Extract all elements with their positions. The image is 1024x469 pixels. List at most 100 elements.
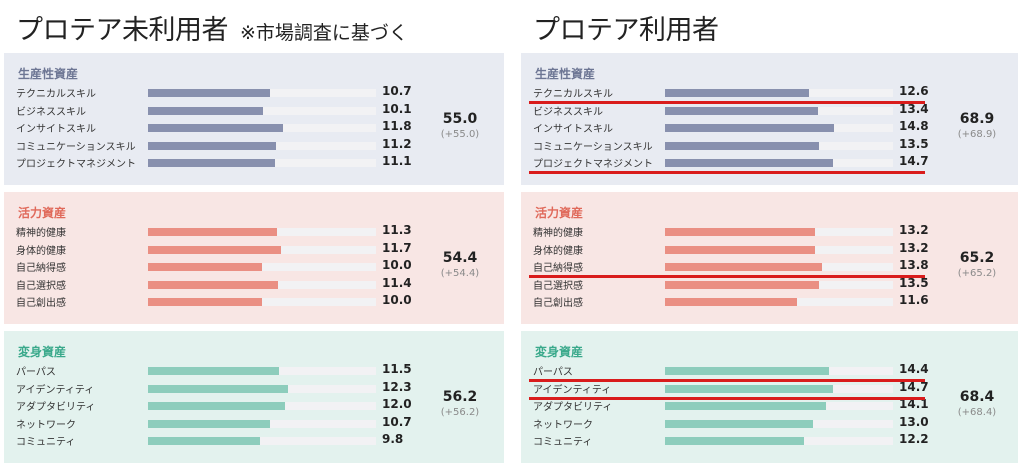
bar-track [148,141,376,150]
bar [148,124,283,132]
bar-row: コミュニティ 9.8 [4,432,504,449]
bar-row: 自己創出感 11.6 [521,293,1018,310]
bar-value-label: 13.2 [899,223,929,237]
bar-track [665,280,893,289]
bar-track [665,89,893,97]
bar-label: 自己選択感 [533,280,583,292]
bar-track [148,106,376,115]
highlight-underline [529,275,925,278]
bar-row: 精神的健康 11.3 [4,223,504,240]
total-value: 55.0 [442,111,478,127]
bar [665,280,819,289]
bar-value-label: 10.7 [382,84,412,98]
bar-value-label: 13.4 [899,101,929,116]
productivity-panel: 生産性資産 テクニカルスキル 10.7 ビジネススキル 10.1 インサイトスキル 11.8… [4,53,504,185]
bar-value-label: 11.1 [382,154,412,168]
bar-label: 身体的健康 [533,245,583,257]
bar-label: インサイトスキル [533,124,613,135]
bar-row: プロジェクトマネジメント 14.7 [521,154,1018,171]
bar-row: ビジネススキル 10.1 [4,102,504,119]
bar-row: 精神的健康 13.2 [521,223,1018,240]
bar-value-label: 11.7 [382,240,412,255]
bar [665,263,823,271]
bar-value-label: 11.2 [382,136,412,151]
bar-track [665,141,893,150]
bar-label: 精神的健康 [16,228,66,239]
bar-label: コミュニケーションスキル [533,141,653,153]
panel-total: 56.2 (+56.2) [424,389,496,418]
bar-value-label: 14.7 [899,379,929,394]
panel-title: 変身資産 [18,345,67,359]
bar-label: インサイトスキル [16,124,96,135]
panel-title: 生産性資産 [535,67,596,81]
bar-row: パーパス 14.4 [521,362,1018,379]
bar-track [665,437,893,445]
bar-track [665,419,893,428]
bar-row: 身体的健康 11.7 [4,241,504,258]
bar [148,228,277,236]
bar-row: アイデンティティ 12.3 [4,380,504,397]
bar-row: アダプタビリティ 12.0 [4,397,504,414]
bar-track [148,402,376,410]
bar-track [665,402,893,410]
bar-track [148,263,376,271]
total-diff: (+55.0) [440,129,480,140]
bar-track [148,124,376,132]
bar-label: アダプタビリティ [16,402,96,413]
bar-row: 自己納得感 13.8 [521,258,1018,275]
bar-row: ネットワーク 10.7 [4,415,504,432]
bar-track [148,245,376,254]
non-user-title: プロテア未利用者 [16,15,229,46]
bar-track [665,228,893,236]
bar [148,141,276,150]
total-value: 54.4 [442,250,478,266]
bar-row: パーパス 11.5 [4,362,504,379]
bar [665,419,814,428]
bar-track [665,298,893,306]
bar [148,419,270,428]
bar-value-label: 12.2 [899,432,929,446]
bar-track [148,419,376,428]
bar [148,89,270,97]
bar-track [148,228,376,236]
bar [665,124,834,132]
bar-track [148,384,376,393]
bar [665,402,826,410]
market-research-note: ※市場調査に基づく [240,22,408,44]
user-header: プロテア利用者 [533,8,719,48]
non-user-header: プロテア未利用者 ※市場調査に基づく [16,8,408,48]
bar-track [148,437,376,445]
bar-value-label: 12.6 [899,84,929,98]
bar-label: パーパス [16,367,56,378]
bar-row: ネットワーク 13.0 [521,415,1018,432]
bar [148,402,285,410]
bar [148,298,262,306]
bar-value-label: 10.0 [382,293,412,307]
bar-label: 自己納得感 [533,263,583,274]
bar-value-label: 13.0 [899,414,929,429]
total-diff: (+68.4) [957,407,997,418]
highlight-underline [529,396,925,400]
bar [665,245,816,254]
bar-track [665,245,893,254]
bar [665,367,830,375]
bar-track [148,89,376,97]
bar-value-label: 11.5 [382,362,412,376]
bar [665,228,816,236]
user-title: プロテア利用者 [533,15,719,46]
user-column: プロテア利用者 生産性資産 テクニカルスキル 12.6 ビジネススキル 13.4 インサイ… [521,0,1018,469]
total-value: 56.2 [442,389,478,405]
bar-label: ビジネススキル [16,106,86,118]
bar-label: 身体的健康 [16,245,66,257]
transform-panel: 変身資産パーパス 11.5 アイデンティティ 12.3 アダプタビリティ 12.0 ネットワ… [4,331,504,463]
bar-row: コミュニケーションスキル 13.5 [521,137,1018,154]
bar-track [148,159,376,167]
panel-title: 活力資産 [18,206,67,220]
panel-total: 55.0 (+55.0) [424,111,496,140]
bar-label: ビジネススキル [533,106,603,118]
bar [665,141,819,150]
bar-row: コミュニケーションスキル 11.2 [4,137,504,154]
bar-row: 自己創出感 10.0 [4,293,504,310]
bar-value-label: 11.6 [899,293,929,307]
bar [148,384,289,393]
